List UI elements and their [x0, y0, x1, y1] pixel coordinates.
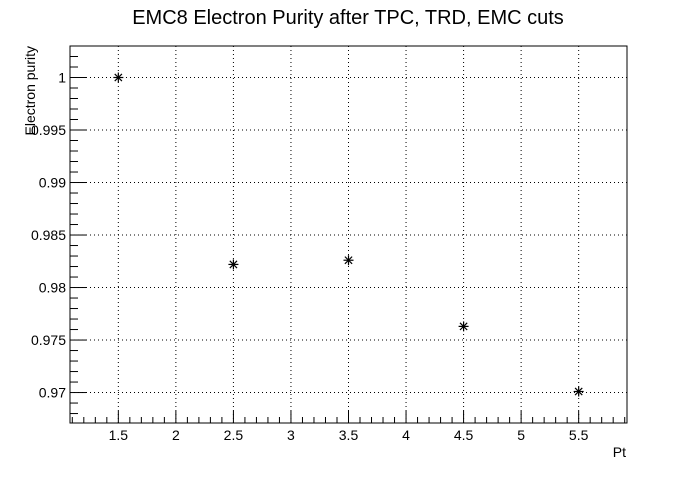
data-point	[573, 386, 584, 397]
y-tick-label: 1	[58, 70, 66, 86]
x-tick-label: 4.5	[454, 427, 474, 443]
y-tick-label: 0.995	[31, 122, 66, 138]
x-tick-label: 4	[402, 427, 410, 443]
x-tick-label: 2.5	[224, 427, 244, 443]
y-tick-label: 0.985	[31, 227, 66, 243]
chart-title: EMC8 Electron Purity after TPC, TRD, EMC…	[132, 7, 564, 29]
x-tick-label: 3	[287, 427, 295, 443]
data-point	[343, 255, 354, 266]
y-tick-label: 0.98	[39, 280, 66, 296]
y-tick-label: 0.97	[39, 385, 66, 401]
grid-lines	[70, 46, 627, 423]
axes	[69, 45, 628, 424]
y-axis-label: Electron purity	[22, 46, 38, 135]
x-tick-label: 1.5	[109, 427, 129, 443]
plot-frame	[69, 45, 628, 424]
x-tick-label: 3.5	[339, 427, 359, 443]
x-tick-label: 5.5	[569, 427, 589, 443]
data-point	[113, 72, 124, 83]
y-tick-label: 0.975	[31, 332, 66, 348]
tick-labels: 1.5 2 2.5 3 3.5 4 4.5 5 5.5 0.97 0.975 0.98 0.985 0.9…	[31, 70, 589, 443]
x-axis-label: Pt	[613, 444, 626, 460]
data-point	[228, 259, 239, 270]
x-tick-label: 2	[172, 427, 180, 443]
data-points	[113, 72, 584, 397]
data-point	[458, 321, 469, 332]
y-tick-label: 0.99	[39, 175, 66, 191]
x-tick-label: 5	[517, 427, 525, 443]
